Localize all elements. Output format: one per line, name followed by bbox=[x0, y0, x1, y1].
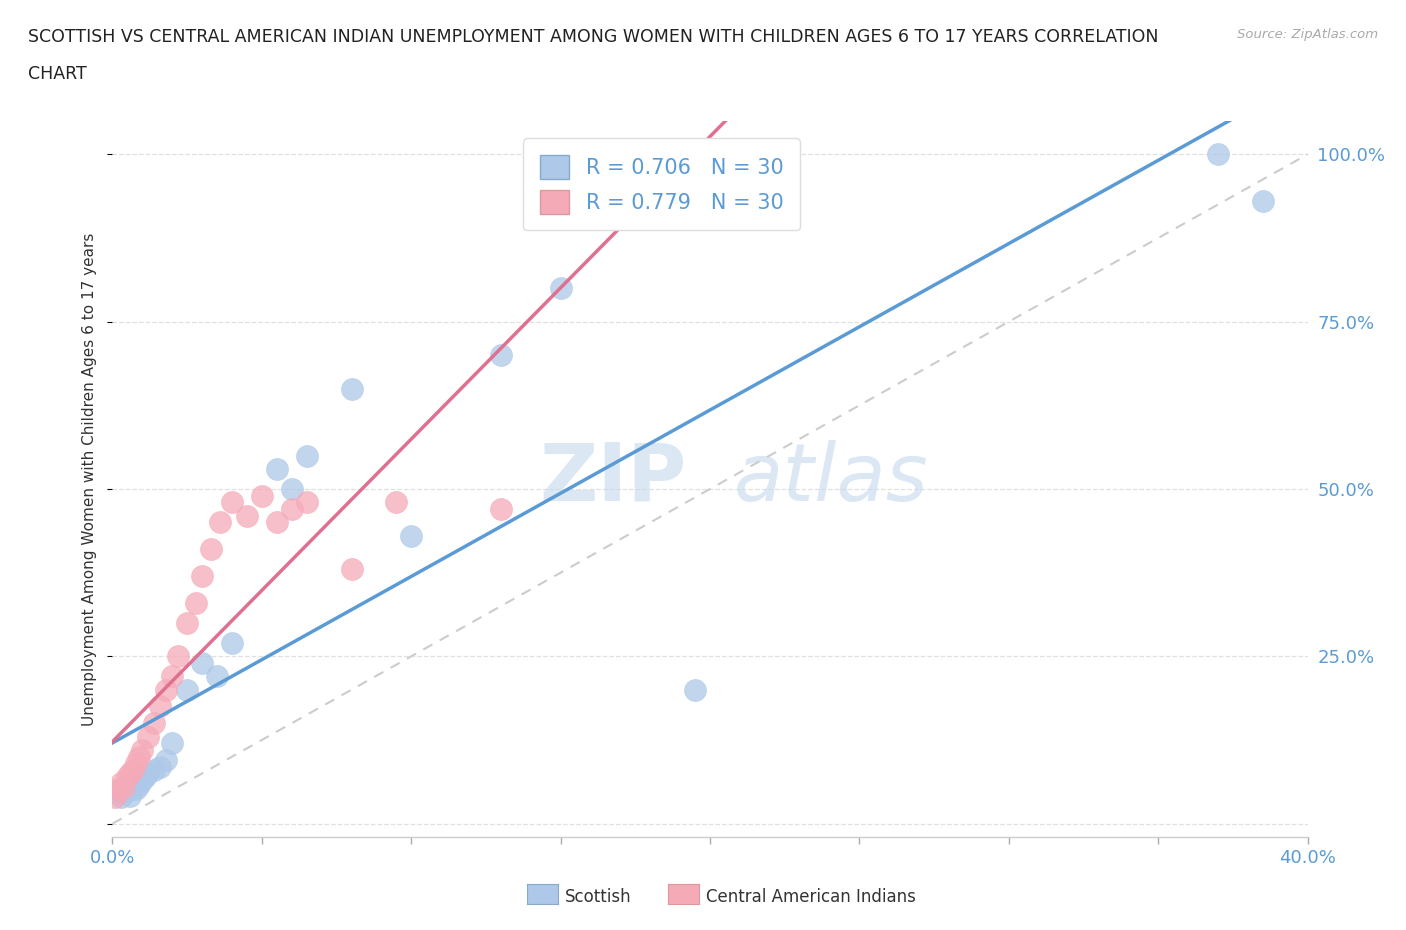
Point bbox=[209, 515, 232, 530]
Point bbox=[122, 763, 145, 777]
Point bbox=[117, 784, 139, 799]
Point bbox=[149, 759, 172, 774]
Point bbox=[1251, 193, 1274, 208]
Point bbox=[250, 488, 273, 503]
Point bbox=[128, 750, 150, 764]
Point bbox=[155, 683, 177, 698]
Point bbox=[149, 699, 172, 714]
Point bbox=[295, 448, 318, 463]
Point bbox=[107, 783, 129, 798]
Point bbox=[125, 781, 148, 796]
Point bbox=[162, 669, 183, 684]
Y-axis label: Unemployment Among Women with Children Ages 6 to 17 years: Unemployment Among Women with Children A… bbox=[82, 232, 97, 725]
Text: Scottish: Scottish bbox=[565, 888, 631, 907]
Point bbox=[131, 773, 153, 788]
Point bbox=[143, 763, 166, 777]
Text: ZIP: ZIP bbox=[538, 440, 686, 518]
Point bbox=[1206, 147, 1229, 162]
Point bbox=[104, 790, 127, 804]
Point bbox=[295, 495, 318, 510]
Point bbox=[221, 635, 243, 650]
Point bbox=[114, 779, 135, 794]
Point bbox=[138, 766, 160, 781]
Point bbox=[162, 736, 183, 751]
Point bbox=[385, 495, 408, 510]
Point bbox=[110, 776, 132, 790]
Text: SCOTTISH VS CENTRAL AMERICAN INDIAN UNEMPLOYMENT AMONG WOMEN WITH CHILDREN AGES : SCOTTISH VS CENTRAL AMERICAN INDIAN UNEM… bbox=[28, 28, 1159, 46]
Point bbox=[125, 756, 148, 771]
Point bbox=[186, 595, 208, 610]
Point bbox=[266, 515, 288, 530]
Point bbox=[138, 729, 160, 744]
Point bbox=[155, 752, 177, 767]
Point bbox=[191, 656, 214, 671]
Point bbox=[104, 783, 127, 798]
Point bbox=[143, 716, 166, 731]
Point bbox=[128, 777, 150, 792]
Text: CHART: CHART bbox=[28, 65, 87, 83]
Point bbox=[266, 461, 288, 476]
Legend: R = 0.706   N = 30, R = 0.779   N = 30: R = 0.706 N = 30, R = 0.779 N = 30 bbox=[523, 139, 800, 231]
Point bbox=[550, 281, 572, 296]
Point bbox=[117, 769, 139, 784]
Point bbox=[131, 742, 153, 757]
Point bbox=[221, 495, 243, 510]
Text: Central American Indians: Central American Indians bbox=[706, 888, 915, 907]
Point bbox=[120, 788, 142, 803]
Text: atlas: atlas bbox=[734, 440, 929, 518]
Point bbox=[110, 790, 132, 804]
Point bbox=[114, 779, 135, 794]
Point bbox=[205, 669, 228, 684]
Point bbox=[340, 381, 363, 396]
Point bbox=[281, 501, 304, 516]
Point bbox=[489, 348, 512, 363]
Point bbox=[167, 649, 190, 664]
Point bbox=[122, 776, 145, 790]
Text: Source: ZipAtlas.com: Source: ZipAtlas.com bbox=[1237, 28, 1378, 41]
Point bbox=[236, 509, 259, 524]
Point bbox=[176, 683, 198, 698]
Point bbox=[683, 683, 706, 698]
Point bbox=[134, 769, 156, 784]
Point bbox=[489, 501, 512, 516]
Point bbox=[120, 766, 142, 781]
Point bbox=[401, 528, 423, 543]
Point bbox=[107, 786, 129, 801]
Point bbox=[281, 482, 304, 497]
Point bbox=[200, 542, 222, 557]
Point bbox=[340, 562, 363, 577]
Point bbox=[176, 616, 198, 631]
Point bbox=[191, 568, 214, 583]
